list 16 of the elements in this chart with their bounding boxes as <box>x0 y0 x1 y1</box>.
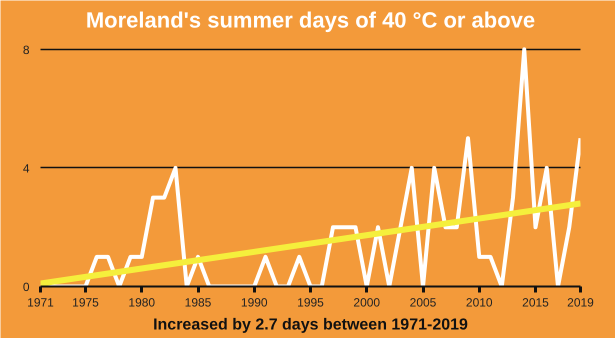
x-tick-label: 1980 <box>128 296 156 310</box>
x-tick-label: 2005 <box>410 296 437 310</box>
x-tick-label: 1995 <box>297 296 324 310</box>
y-tick-label: 4 <box>22 161 30 176</box>
x-tick-label: 2015 <box>522 296 550 310</box>
y-tick-label: 8 <box>22 42 30 57</box>
x-tick-label: 2019 <box>567 296 594 310</box>
y-tick-label: 0 <box>22 280 30 294</box>
x-tick-label: 2010 <box>466 296 493 310</box>
x-tick-label: 1990 <box>240 296 268 310</box>
x-tick-label: 1971 <box>27 296 54 310</box>
x-tick-label: 1975 <box>72 296 100 310</box>
x-tick-label: 1985 <box>184 296 212 310</box>
chart-title: Moreland's summer days of 40 °C or above <box>86 8 536 32</box>
x-tick-label: 2000 <box>353 296 380 310</box>
text: Increased by 2.7 days between 1971-2019 <box>153 316 468 334</box>
